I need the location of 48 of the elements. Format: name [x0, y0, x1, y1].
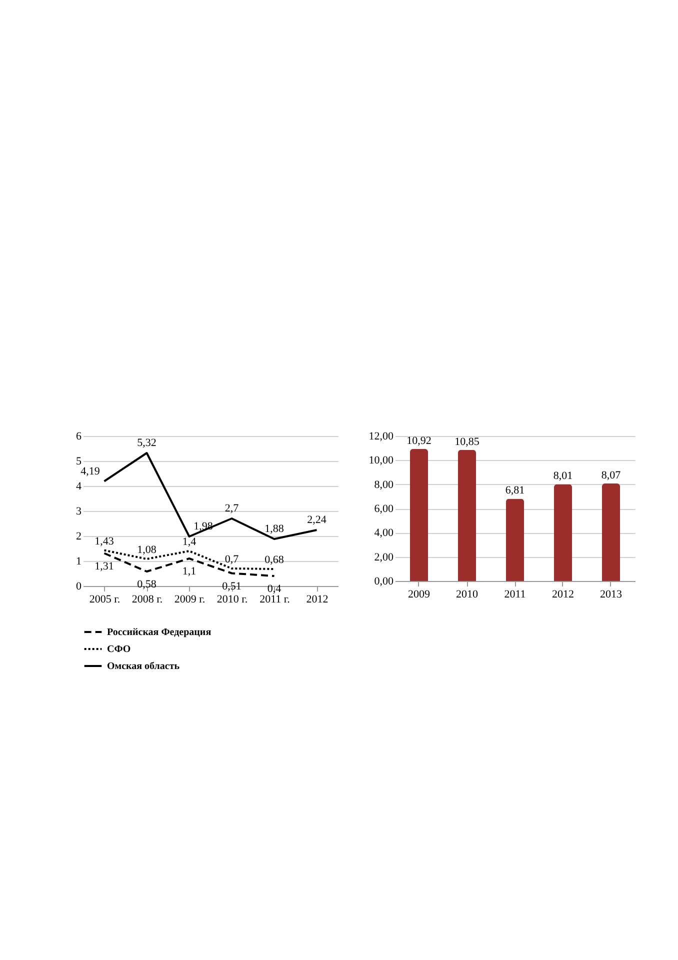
data-label: 1,88 [264, 523, 284, 535]
y-tick-label: 2 [76, 530, 82, 542]
data-label: 1,08 [137, 544, 157, 556]
legend-label: СФО [107, 644, 131, 655]
x-tick-label: 2010 [456, 588, 478, 600]
y-tick-label: 2,00 [374, 551, 394, 564]
data-label: 6,81 [505, 484, 525, 497]
data-label: 1,43 [94, 535, 114, 548]
y-tick-label: 3 [76, 506, 82, 518]
x-tick-label: 2005 г. [89, 594, 120, 606]
data-label: 0,7 [224, 554, 240, 566]
data-label: 10,92 [406, 435, 432, 448]
y-tick-label: 6,00 [374, 503, 394, 515]
x-tick-label: 2012 [306, 594, 328, 606]
data-label: 1,1 [182, 566, 196, 578]
y-tick-label: 0,00 [374, 576, 394, 588]
y-tick-label: 10,00 [368, 454, 394, 467]
data-label: 8,01 [553, 470, 573, 482]
data-label: 10,85 [454, 436, 480, 448]
x-tick-label: 2013 [600, 588, 622, 600]
data-label: 4,19 [80, 465, 100, 478]
data-label: 1,31 [94, 560, 114, 572]
legend-label: Российская Федерация [107, 627, 212, 638]
data-label: 0,4 [267, 583, 282, 595]
data-label: 1,4 [182, 536, 197, 548]
x-tick-label: 2011 [504, 588, 526, 600]
y-tick-label: 0 [76, 580, 82, 592]
data-label: 8,07 [601, 469, 622, 482]
y-tick-label: 12,00 [368, 430, 394, 442]
y-tick-label: 4,00 [374, 527, 394, 540]
legend-label: Омская область [107, 661, 180, 672]
data-label: 2,7 [224, 502, 240, 514]
x-tick-label: 2012 [552, 588, 574, 600]
x-tick-label: 2010 г. [216, 594, 248, 606]
x-tick-label: 2008 г. [132, 594, 163, 606]
x-tick-label: 2009 [408, 588, 430, 600]
data-label: 2,24 [307, 514, 327, 526]
y-tick-label: 8,00 [374, 478, 394, 491]
data-label: 0,51 [222, 580, 242, 592]
x-tick-label: 2011 г. [260, 594, 290, 606]
y-tick-label: 1 [76, 556, 82, 568]
y-tick-label: 6 [76, 430, 82, 442]
y-tick-label: 4 [76, 480, 82, 492]
data-label: 0,68 [264, 554, 284, 566]
y-tick-label: 5 [76, 456, 82, 468]
data-label: 5,32 [137, 437, 156, 449]
x-tick-label: 2009 г. [174, 594, 206, 606]
data-label: 0,58 [137, 578, 157, 590]
